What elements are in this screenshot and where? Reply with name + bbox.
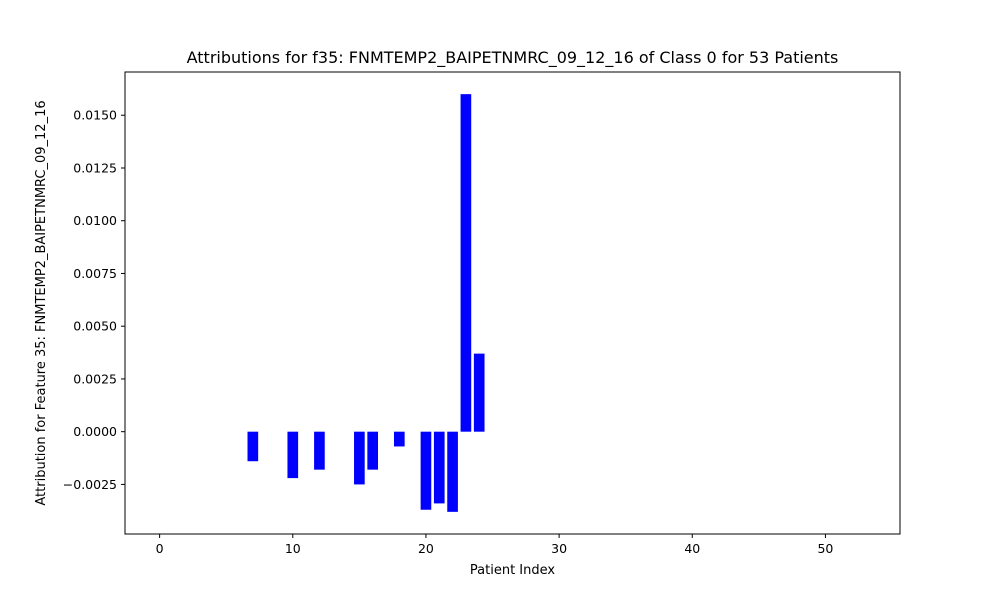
x-tick-label: 0 [156,541,164,556]
bar-patient-21 [433,431,445,504]
x-axis-ticks: 0 10 20 30 40 50 [156,534,833,556]
y-tick-label: −0.0025 [63,477,117,492]
y-tick-label: 0.0100 [73,213,117,228]
bar-patient-24 [473,353,485,432]
plot-frame [124,71,901,535]
bar-patient-16 [367,431,379,470]
x-tick-label: 40 [684,541,700,556]
x-tick-label: 20 [418,541,434,556]
bar-patient-20 [420,431,432,510]
y-tick-label: 0.0000 [73,424,117,439]
bar-patient-12 [314,431,325,470]
x-tick-label: 10 [285,541,301,556]
bar-patient-23 [460,94,472,432]
y-tick-label: 0.0025 [73,371,117,386]
bar-patient-7 [247,431,259,462]
y-tick-label: 0.0075 [73,266,117,281]
y-tick-label: 0.0125 [73,160,117,175]
y-axis-ticks: −0.0025 0.0000 0.0025 0.0050 0.0075 0.0100 0.0… [63,108,125,492]
chart-title: Attributions for f35: FNMTEMP2_BAIPETNMR… [187,48,839,68]
bar-patient-22 [447,431,458,512]
bars-group [247,94,485,512]
y-tick-label: 0.0050 [73,319,117,334]
y-axis-label: Attribution for Feature 35: FNMTEMP2_BAI… [34,100,49,505]
bar-patient-10 [287,431,299,479]
y-tick-label: 0.0150 [73,108,117,123]
x-tick-label: 50 [817,541,833,556]
x-tick-label: 30 [551,541,567,556]
bar-patient-15 [354,431,365,485]
x-axis-label: Patient Index [470,563,555,578]
bar-patient-18 [393,431,405,447]
